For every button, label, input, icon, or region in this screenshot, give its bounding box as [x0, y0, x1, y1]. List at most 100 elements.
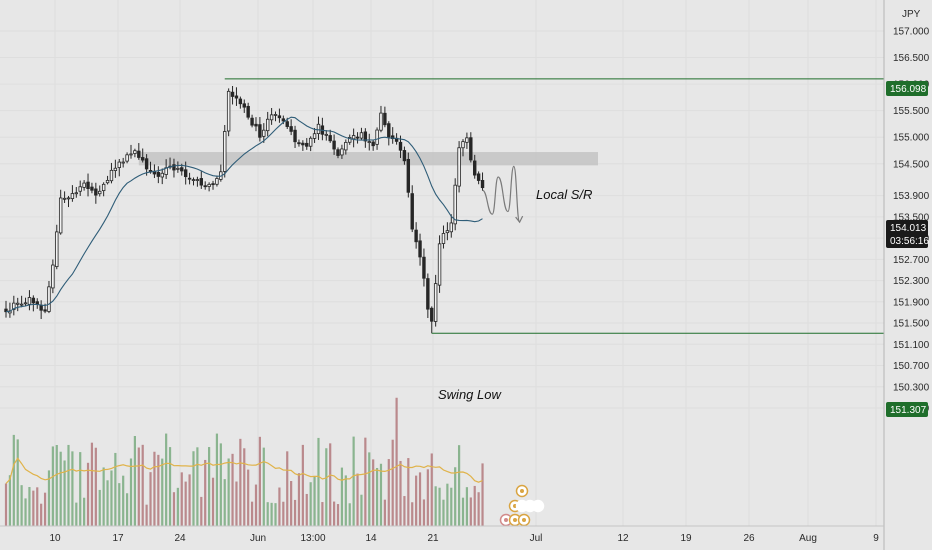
- volume-bar: [422, 499, 426, 526]
- candle-body: [328, 135, 332, 142]
- volume-bar: [215, 433, 219, 526]
- volume-bar: [340, 467, 344, 526]
- candle-body: [66, 197, 71, 200]
- candle-body: [402, 150, 407, 162]
- volume-bar: [352, 436, 355, 526]
- candle-body: [355, 136, 360, 139]
- volume-bar: [75, 502, 78, 526]
- event-marker-dot: [504, 518, 508, 522]
- candle-body: [43, 309, 47, 312]
- volume-bar: [399, 460, 402, 526]
- volume-bar: [102, 467, 105, 526]
- volume-bar: [274, 503, 277, 526]
- volume-bar: [137, 447, 140, 526]
- candle-body: [398, 141, 403, 151]
- volume-bar: [83, 497, 86, 526]
- candle-body: [242, 103, 246, 108]
- event-marker-icon[interactable]: [517, 513, 531, 527]
- y-tick-label: 153.500: [893, 212, 930, 223]
- volume-bar: [411, 502, 414, 526]
- y-tick-label: 154.500: [893, 159, 930, 170]
- candle-body: [35, 301, 39, 305]
- volume-bar: [333, 501, 336, 526]
- candle-body: [336, 149, 340, 156]
- candle-body: [207, 183, 211, 187]
- candle-body: [203, 185, 207, 188]
- volume-bar: [258, 436, 261, 526]
- volume-bar: [305, 493, 308, 526]
- candle-body: [457, 147, 461, 187]
- volume-bar: [12, 434, 15, 526]
- volume-bar: [223, 479, 226, 526]
- candle-body: [348, 137, 352, 143]
- volume-bar: [59, 451, 62, 526]
- candle-body: [324, 133, 328, 136]
- candle-body: [465, 137, 469, 143]
- candle-body: [74, 192, 79, 195]
- candle-body: [449, 222, 453, 233]
- candle-body: [246, 105, 250, 118]
- volume-bar: [383, 499, 386, 526]
- candle-body: [332, 140, 336, 150]
- volume-bar: [172, 492, 176, 526]
- volume-bar: [250, 501, 254, 526]
- volume-bar: [325, 448, 328, 526]
- candle-body: [480, 180, 485, 189]
- volume-bar: [254, 484, 258, 526]
- swing-low-label: Swing Low: [438, 387, 502, 402]
- event-marker-icon[interactable]: [515, 484, 529, 498]
- volume-bar: [297, 473, 301, 526]
- candle-body: [285, 121, 289, 127]
- last-price-tag-bg: [886, 220, 928, 248]
- volume-bar: [329, 443, 332, 526]
- volume-bar: [469, 497, 472, 526]
- candle-body: [262, 129, 266, 137]
- volume-bar: [301, 444, 304, 526]
- candle-body: [453, 184, 457, 225]
- candle-body: [226, 90, 231, 132]
- candle-body: [437, 243, 442, 286]
- candle-body: [426, 278, 430, 310]
- x-tick-label: 12: [617, 533, 629, 544]
- candle-body: [433, 283, 438, 322]
- volume-bar: [344, 475, 347, 526]
- volume-bar: [98, 489, 101, 526]
- x-tick-label: 10: [49, 533, 61, 544]
- volume-bar: [270, 502, 273, 526]
- candle-body: [94, 188, 98, 196]
- volume-bar: [286, 451, 289, 526]
- volume-bar: [403, 496, 406, 526]
- volume-bar: [317, 437, 320, 526]
- volume-bar: [94, 447, 97, 526]
- event-marker-icon[interactable]: [531, 499, 545, 513]
- event-marker-dot: [536, 504, 540, 508]
- volume-bar: [336, 504, 340, 526]
- candle-body: [375, 129, 379, 145]
- y-tick-label: 155.000: [893, 133, 930, 144]
- volume-bar: [4, 483, 8, 526]
- candle-body: [308, 137, 313, 147]
- candle-body: [250, 117, 254, 126]
- volume-bar: [133, 435, 136, 526]
- y-tick-label: 156.500: [893, 53, 930, 64]
- candle-body: [180, 167, 184, 172]
- candle-body: [101, 183, 106, 192]
- volume-bar: [188, 474, 191, 526]
- event-markers[interactable]: [499, 484, 545, 527]
- candle-body: [418, 240, 422, 258]
- candle-body: [238, 98, 243, 105]
- time-axis[interactable]: 10 17 24 Jun 13:00 14 21 Jul 12 19 26 Aug 9: [49, 533, 879, 544]
- volume-bar: [360, 494, 363, 526]
- volume-bar: [481, 463, 484, 526]
- candle-body: [70, 193, 75, 199]
- x-tick-label: 26: [743, 533, 755, 544]
- candle-body: [211, 183, 215, 186]
- candle-body: [289, 126, 293, 132]
- support-price-tag: 151.307: [886, 402, 928, 417]
- candle-body: [269, 114, 274, 121]
- volume-bar: [149, 472, 152, 526]
- volume-bar: [364, 437, 367, 526]
- volume-bar: [204, 459, 207, 526]
